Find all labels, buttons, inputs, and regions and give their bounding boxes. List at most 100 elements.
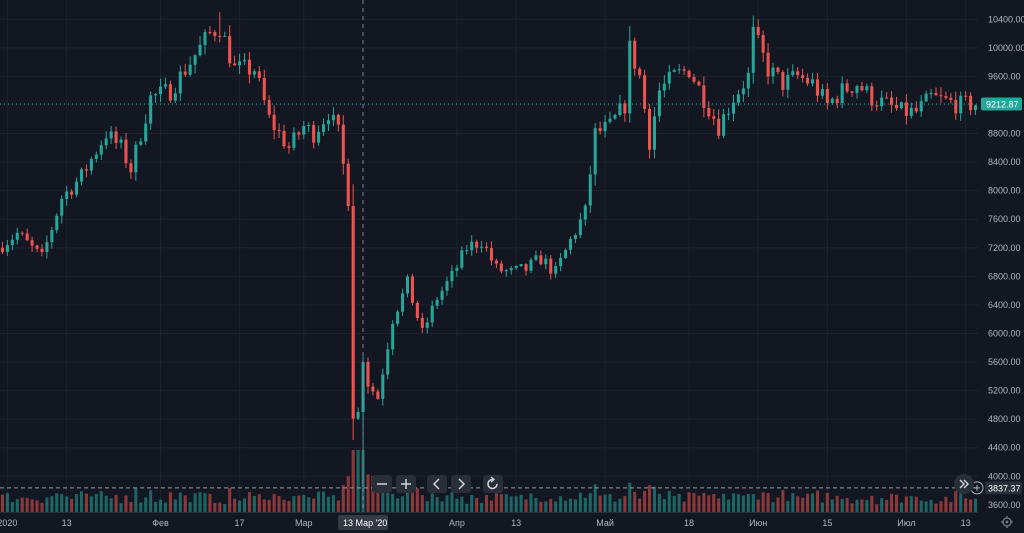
candle bbox=[168, 80, 172, 103]
volume-bar bbox=[5, 493, 9, 512]
volume-bar bbox=[94, 494, 98, 512]
candle bbox=[20, 231, 24, 236]
candle bbox=[504, 268, 508, 277]
candle bbox=[158, 78, 163, 103]
candle bbox=[336, 113, 340, 132]
candle bbox=[959, 91, 963, 121]
volume-bar bbox=[317, 491, 321, 512]
candle bbox=[351, 184, 355, 440]
candle bbox=[267, 95, 271, 118]
candle bbox=[282, 124, 286, 149]
candle bbox=[820, 83, 824, 99]
volume-bar bbox=[514, 496, 518, 512]
volume-bar bbox=[702, 493, 706, 512]
candle bbox=[114, 126, 118, 150]
volume-bar bbox=[692, 493, 696, 512]
plus-icon bbox=[401, 479, 411, 489]
jump-to-realtime-button[interactable] bbox=[954, 474, 974, 494]
y-tick-label: 8000.00 bbox=[988, 186, 1021, 196]
volume-bar bbox=[652, 486, 657, 512]
candle bbox=[178, 65, 182, 102]
volume-bar bbox=[499, 494, 503, 512]
y-tick-label: 3600.00 bbox=[988, 500, 1021, 510]
zoom-out-button[interactable] bbox=[372, 475, 392, 493]
candle bbox=[652, 107, 657, 159]
volume-bar bbox=[183, 495, 187, 512]
volume-bar bbox=[89, 496, 93, 512]
candle bbox=[544, 254, 548, 270]
candle bbox=[751, 15, 755, 84]
candle bbox=[317, 125, 321, 146]
settings-button[interactable] bbox=[1001, 516, 1013, 528]
volume-bar bbox=[188, 502, 192, 512]
volume-bar bbox=[35, 500, 39, 512]
candle bbox=[608, 111, 612, 124]
volume-bar bbox=[564, 500, 568, 512]
volume-bar bbox=[65, 496, 69, 512]
volume-bar bbox=[168, 492, 172, 512]
x-tick-label: 13 bbox=[511, 518, 521, 528]
candle bbox=[50, 226, 54, 249]
scroll-left-button[interactable] bbox=[427, 475, 447, 493]
crosshair-date-badge: 13 Мар '20 bbox=[338, 515, 389, 530]
volume-bar bbox=[410, 492, 414, 512]
volume-bar bbox=[351, 450, 355, 512]
gear-icon bbox=[1002, 517, 1012, 527]
candle bbox=[405, 274, 410, 298]
candle bbox=[119, 136, 123, 149]
candle bbox=[60, 195, 64, 224]
volume-bar bbox=[796, 496, 800, 512]
time-axis[interactable]: 2020 13 Фев 17 Мар Апр 13 Май 18 Июн 15 Июл 13 bbox=[0, 512, 978, 529]
candle bbox=[84, 164, 88, 178]
volume-bar bbox=[307, 497, 311, 512]
volume-bar bbox=[727, 499, 731, 512]
candle bbox=[850, 90, 854, 97]
candle bbox=[65, 185, 69, 206]
volume-bar bbox=[756, 499, 760, 512]
candle bbox=[593, 122, 597, 186]
candle bbox=[277, 123, 281, 139]
volume-bar bbox=[0, 494, 5, 512]
candle bbox=[791, 64, 795, 77]
scroll-right-button[interactable] bbox=[451, 475, 471, 493]
volume-bar bbox=[736, 494, 740, 512]
candle bbox=[415, 300, 419, 321]
volume-bar bbox=[776, 497, 780, 512]
volume-bar bbox=[366, 474, 370, 512]
volume-bar bbox=[381, 487, 385, 512]
volume-bar bbox=[939, 501, 943, 512]
candle bbox=[163, 77, 168, 90]
x-tick-label: 2020 bbox=[0, 518, 17, 528]
horizontal-line-badge[interactable]: 3837.37 bbox=[970, 481, 1022, 495]
volume-bar bbox=[766, 493, 770, 512]
volume-bar bbox=[430, 493, 434, 512]
volume-bar bbox=[480, 502, 484, 512]
candle bbox=[346, 158, 350, 211]
volume-bar bbox=[494, 493, 498, 512]
volume-bar bbox=[865, 500, 869, 512]
volume-bar bbox=[964, 498, 968, 512]
candle bbox=[341, 115, 345, 175]
candle bbox=[687, 69, 691, 79]
volume-bar bbox=[489, 500, 494, 512]
candle bbox=[929, 88, 933, 99]
price-axis[interactable]: 3600.00 4000.00 4400.00 4800.00 5200.00 5600.… bbox=[988, 14, 1024, 510]
candle bbox=[549, 255, 553, 280]
volume-bar bbox=[722, 493, 726, 512]
x-tick-label: Апр bbox=[449, 518, 465, 528]
volume-bar bbox=[825, 492, 829, 512]
y-tick-label: 6800.00 bbox=[988, 271, 1021, 281]
zoom-in-button[interactable] bbox=[396, 475, 416, 493]
candle bbox=[766, 43, 770, 85]
candle bbox=[376, 388, 380, 400]
reset-button[interactable] bbox=[483, 475, 503, 493]
candle bbox=[252, 69, 256, 79]
last-price-label: 9212.87 bbox=[986, 100, 1019, 110]
y-tick-label: 5600.00 bbox=[988, 357, 1021, 367]
volume-bar bbox=[396, 498, 400, 512]
volume-bar bbox=[959, 490, 963, 512]
volume-bar bbox=[242, 498, 247, 512]
y-tick-label: 9600.00 bbox=[988, 71, 1021, 81]
